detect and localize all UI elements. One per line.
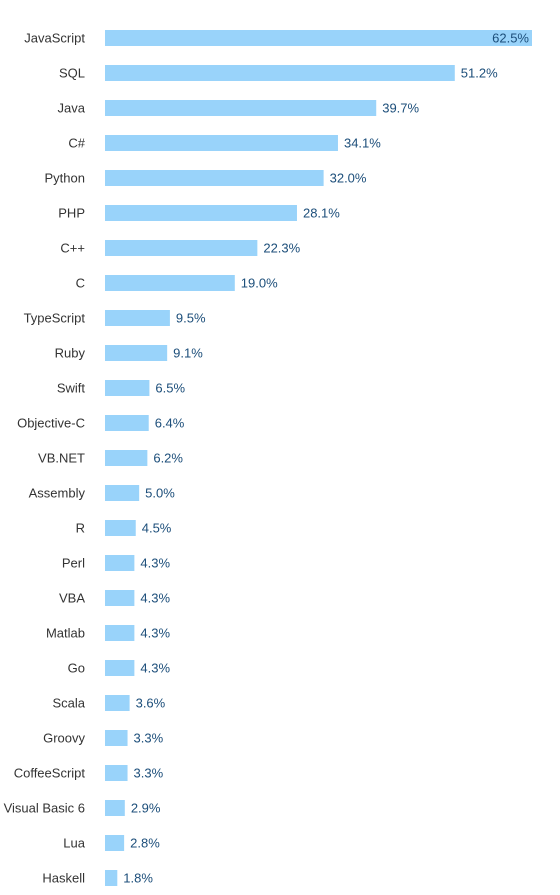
category-label: Scala [52,696,85,711]
value-label: 28.1% [303,206,340,221]
bar[interactable] [105,65,455,81]
bar[interactable] [105,205,297,221]
category-label: VBA [59,591,85,606]
category-label: Python [45,171,85,186]
value-label: 9.1% [173,346,203,361]
bar[interactable] [105,485,140,501]
value-label: 19.0% [241,276,278,291]
value-label: 34.1% [344,136,381,151]
category-label: Lua [63,836,85,851]
bar[interactable] [105,450,148,466]
value-label: 4.3% [140,556,170,571]
value-label: 4.5% [142,521,172,536]
value-label: 22.3% [263,241,300,256]
category-label: Swift [57,381,86,396]
bar[interactable] [105,520,136,536]
value-label: 1.8% [123,871,153,886]
bar[interactable] [105,345,168,361]
bar[interactable] [105,695,130,711]
value-label: 2.9% [131,801,161,816]
bar[interactable] [105,730,128,746]
value-label: 51.2% [461,66,498,81]
value-label: 4.3% [140,591,170,606]
bar[interactable] [105,380,150,396]
value-label: 6.5% [155,381,185,396]
bar[interactable] [105,765,128,781]
category-label: Matlab [46,626,85,641]
category-label: TypeScript [24,311,86,326]
value-label: 4.3% [140,661,170,676]
bar[interactable] [105,240,258,256]
value-label: 5.0% [145,486,175,501]
category-label: JavaScript [24,31,85,46]
value-label: 39.7% [382,101,419,116]
value-label: 32.0% [330,171,367,186]
category-label: Java [58,101,86,116]
value-label: 6.4% [155,416,185,431]
category-label: C [76,276,85,291]
category-label: PHP [58,206,85,221]
bar[interactable] [105,310,170,326]
bar[interactable] [105,555,135,571]
bar[interactable] [105,590,135,606]
bar[interactable] [105,800,125,816]
value-label: 6.2% [153,451,183,466]
category-label: Perl [62,556,85,571]
bars-layer: JavaScript 62.5% SQL 51.2% Java 39.7% C# 34.1% P… [4,30,532,886]
category-label: Ruby [55,346,86,361]
bar[interactable] [105,135,338,151]
category-label: SQL [59,66,85,81]
value-label: 2.8% [130,836,160,851]
category-label: Assembly [29,486,86,501]
bar[interactable] [105,870,118,886]
bar[interactable] [105,835,125,851]
category-label: Groovy [43,731,85,746]
category-label: Objective-C [17,416,85,431]
category-label: C++ [60,241,85,256]
bar[interactable] [105,275,235,291]
value-label: 4.3% [140,626,170,641]
bar[interactable] [105,170,324,186]
category-label: Visual Basic 6 [4,801,85,816]
value-label: 3.6% [136,696,166,711]
value-label: 3.3% [134,731,164,746]
value-label: 62.5% [492,31,529,46]
value-label: 3.3% [134,766,164,781]
category-label: CoffeeScript [14,766,86,781]
value-label: 9.5% [176,311,206,326]
category-label: C# [68,136,85,151]
bar[interactable] [105,100,377,116]
bar[interactable] [105,660,135,676]
bar[interactable] [105,415,149,431]
category-label: VB.NET [38,451,85,466]
category-label: Haskell [42,871,85,886]
bar[interactable] [105,625,135,641]
category-label: Go [68,661,85,676]
bar[interactable] [105,30,532,46]
category-label: R [76,521,85,536]
